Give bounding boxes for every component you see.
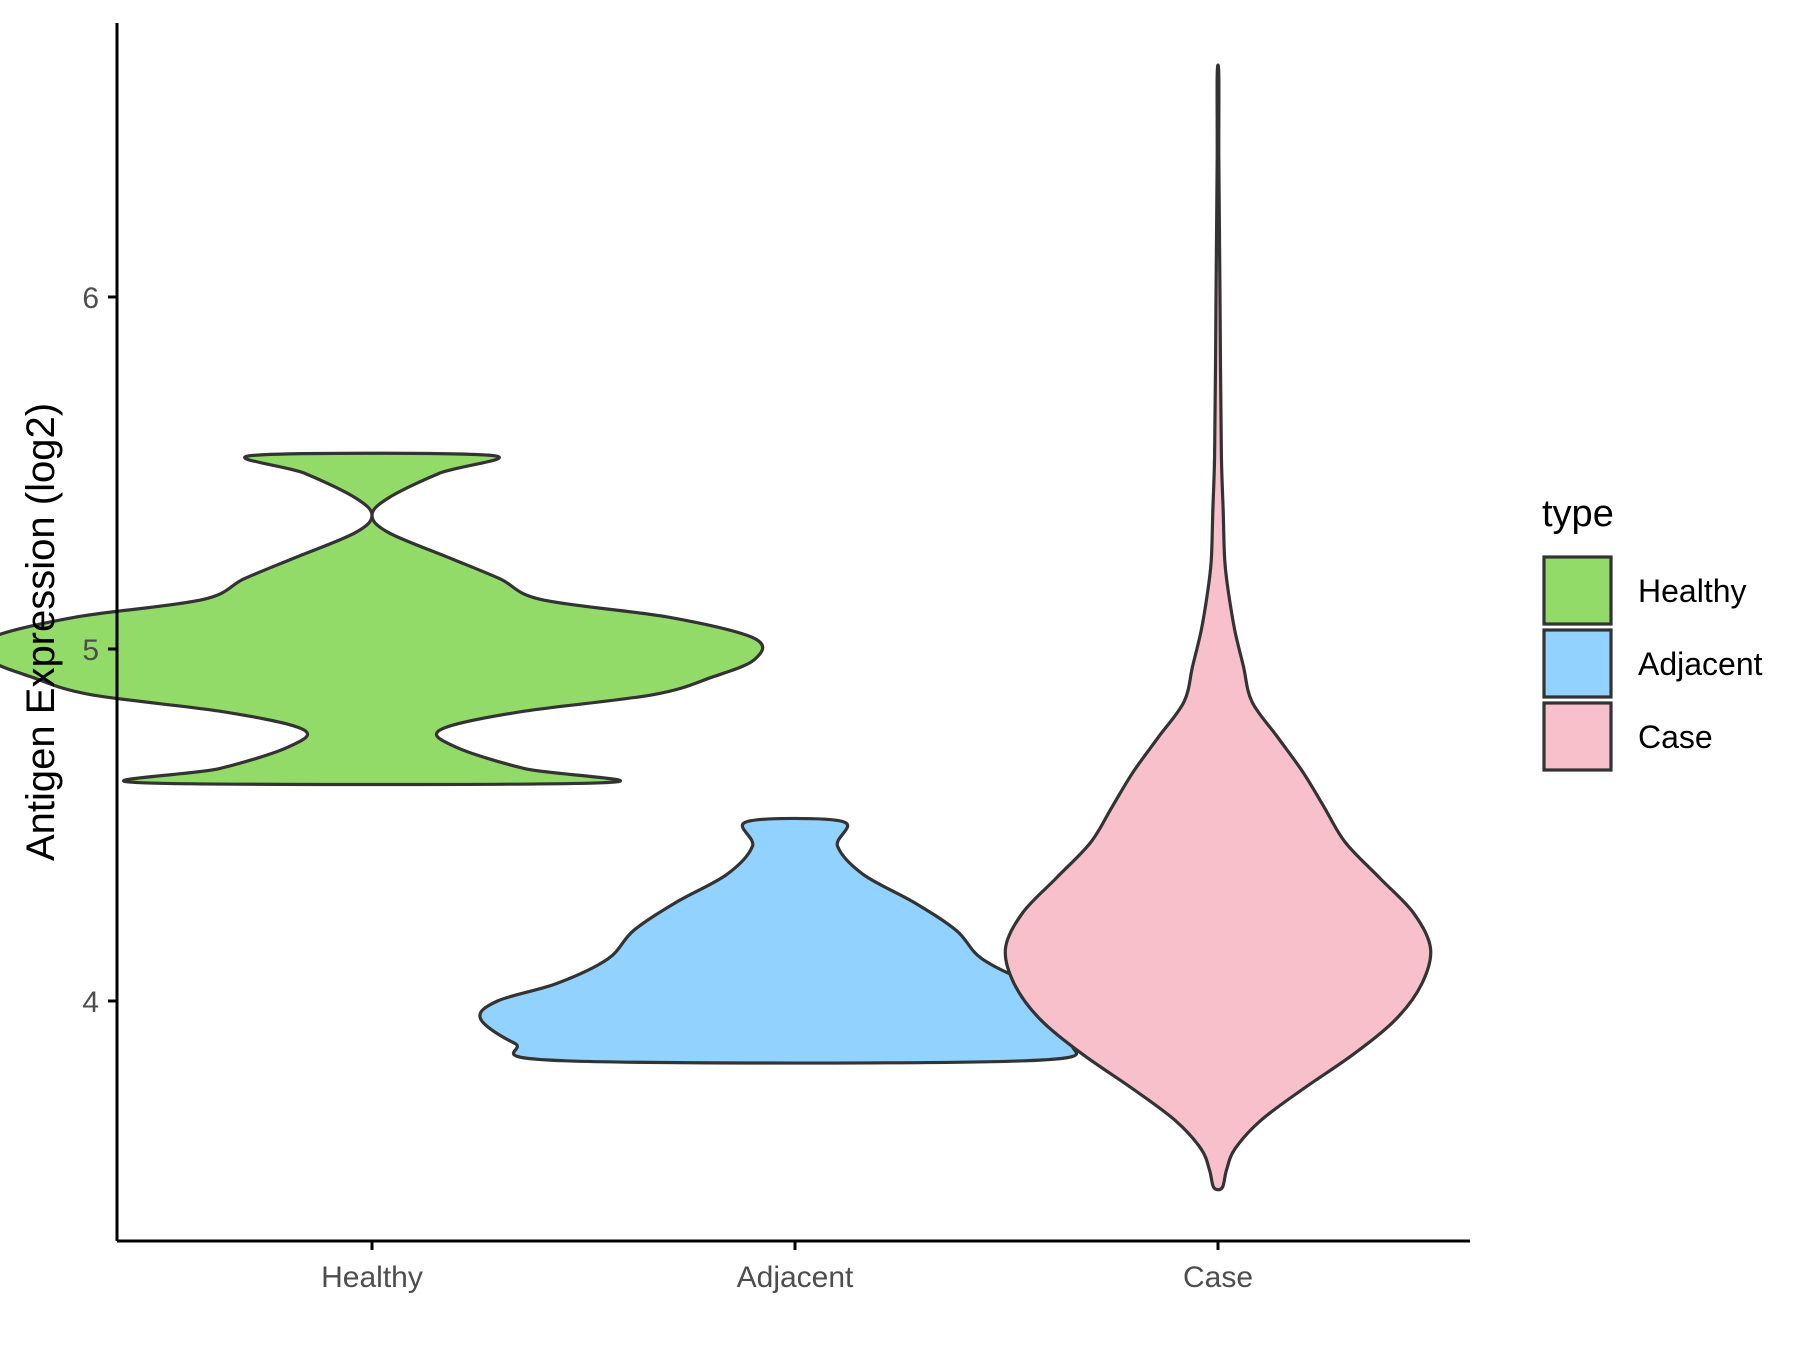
legend-key-healthy: [1542, 555, 1613, 626]
legend-key-adjacent: [1542, 628, 1613, 699]
legend-items: Healthy Adjacent Case: [1542, 555, 1763, 772]
y-tick-label: 4: [82, 986, 99, 1019]
y-tick-label: 6: [82, 282, 99, 315]
x-tick-label: Healthy: [321, 1261, 423, 1294]
violins-layer: [0, 63, 1433, 1192]
y-ticks: 4 5 6: [82, 282, 117, 1019]
legend-label-case: Case: [1638, 719, 1713, 755]
legend-label-adjacent: Adjacent: [1638, 646, 1763, 682]
x-ticks: Healthy Adjacent Case: [321, 1241, 1253, 1294]
x-tick-label: Adjacent: [737, 1261, 854, 1294]
x-tick-label: Case: [1183, 1261, 1253, 1294]
legend-label-healthy: Healthy: [1638, 573, 1747, 609]
legend-title: type: [1542, 493, 1614, 535]
violin-healthy: [0, 451, 765, 787]
y-axis-title: Antigen Expression (log2): [19, 403, 63, 861]
legend-key-case: [1542, 701, 1613, 772]
violin-case: [1003, 63, 1433, 1192]
legend: type Healthy Adjacent Case: [1542, 493, 1763, 772]
axes-layer: 4 5 6 Healthy Adjacent Case: [82, 23, 1470, 1294]
y-tick-label: 5: [82, 634, 99, 667]
